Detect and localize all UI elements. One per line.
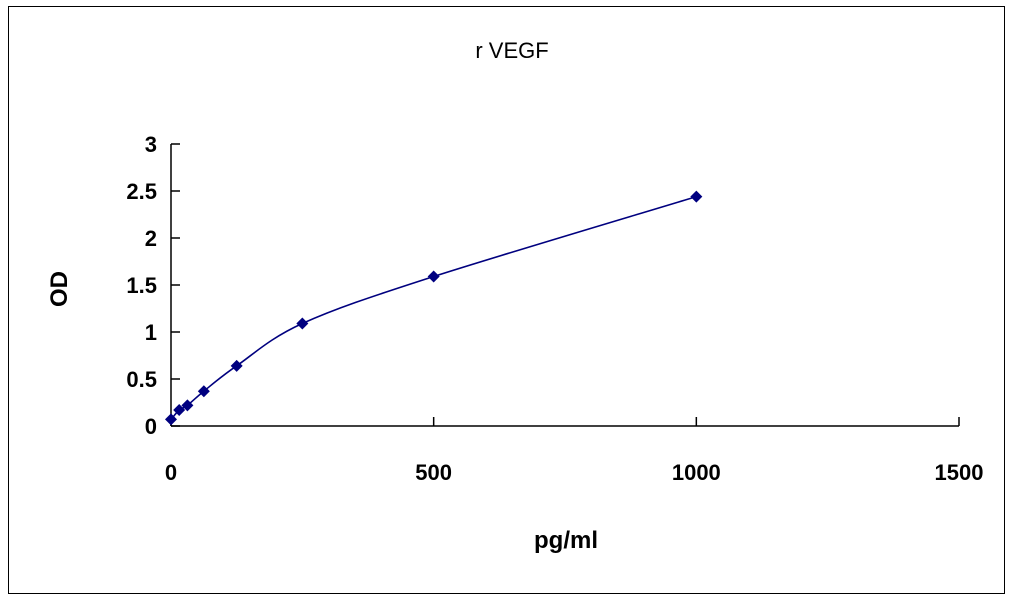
data-point	[690, 190, 703, 203]
y-tick-label: 2.5	[126, 179, 157, 204]
y-axis-label: OD	[46, 271, 73, 307]
chart-frame	[8, 6, 1005, 594]
chart-title: r VEGF	[475, 38, 548, 63]
x-tick-label: 1000	[672, 460, 721, 485]
data-point	[181, 399, 194, 412]
data-point	[230, 359, 243, 372]
y-tick-label: 2	[145, 226, 157, 251]
series-markers	[165, 190, 703, 426]
y-tick-label: 0	[145, 414, 157, 439]
x-axis-ticks: 0 500 1000 1500	[165, 417, 984, 485]
x-tick-label: 500	[415, 460, 452, 485]
y-axis-ticks: 0 0.5 1 1.5 2 2.5 3	[126, 132, 180, 439]
x-tick-label: 1500	[935, 460, 984, 485]
data-point	[197, 385, 210, 398]
axes	[170, 144, 959, 427]
series-curve	[170, 195, 697, 420]
data-point	[165, 413, 177, 426]
y-tick-label: 0.5	[126, 367, 157, 392]
data-point	[173, 404, 186, 417]
y-tick-label: 1.5	[126, 273, 157, 298]
data-point	[296, 317, 309, 330]
y-tick-label: 3	[145, 132, 157, 157]
x-axis-label: pg/ml	[534, 527, 598, 554]
y-tick-label: 1	[145, 320, 157, 345]
x-tick-label: 0	[165, 460, 177, 485]
data-point	[427, 270, 440, 283]
